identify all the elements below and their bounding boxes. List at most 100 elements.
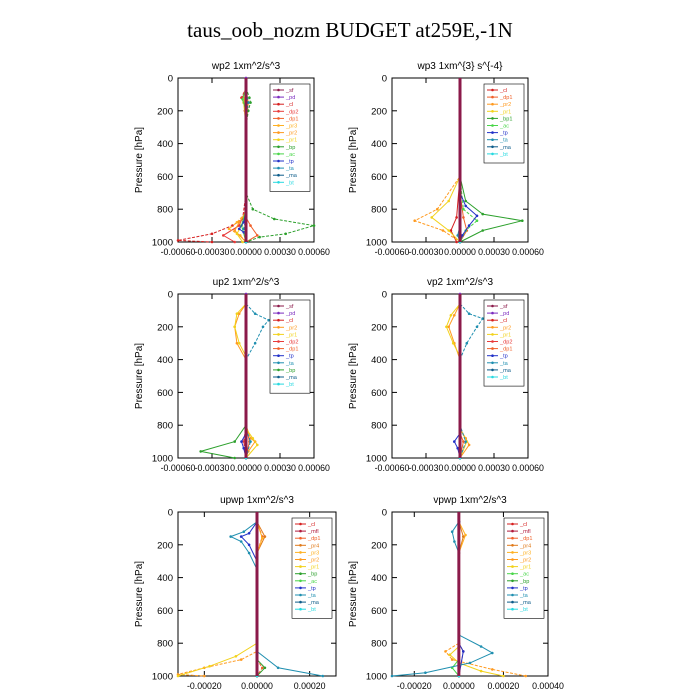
legend-marker bbox=[299, 544, 302, 547]
series-point-pr2 bbox=[491, 668, 494, 671]
legend-box bbox=[503, 517, 545, 619]
series-point-ta bbox=[249, 440, 252, 443]
series-point-pr3 bbox=[227, 227, 231, 231]
series-point-cl bbox=[455, 216, 458, 219]
series-point-tp bbox=[453, 440, 456, 443]
legend-marker bbox=[491, 124, 494, 127]
legend-entry: _cl bbox=[285, 102, 293, 108]
legend-marker bbox=[491, 333, 494, 336]
series-point-pr1 bbox=[235, 232, 239, 236]
chart-title: up2 1xm^2/s^3 bbox=[213, 277, 280, 288]
series-point-pr2 bbox=[203, 674, 206, 678]
legend: _cl_mfl_dp1_pr4_pr3_pr2_pr1_ac_bp_tp_ta_… bbox=[503, 517, 545, 619]
x-tick-label: -0.00030 bbox=[409, 463, 444, 473]
chart-panel-2: wp3 1xm^{3} s^{-4} 0 200 400 600 800 1000 Press… bbox=[348, 61, 544, 257]
series-point-bp bbox=[521, 219, 524, 222]
legend-entry: _ta bbox=[519, 593, 529, 599]
legend-marker bbox=[511, 572, 514, 575]
series-point-bp bbox=[273, 217, 276, 221]
legend-marker bbox=[491, 311, 494, 315]
series-point-dp1 bbox=[462, 440, 465, 443]
series-point-cl bbox=[210, 240, 214, 244]
legend-marker bbox=[299, 529, 302, 533]
series-line-ta bbox=[391, 521, 494, 677]
x-tick-label: 0.00060 bbox=[298, 247, 330, 257]
legend-entry: _tp bbox=[519, 586, 528, 592]
legend-marker bbox=[299, 558, 302, 561]
y-tick-label: 800 bbox=[371, 421, 387, 432]
legend-marker bbox=[511, 551, 514, 554]
series-point-pr2 bbox=[237, 312, 241, 316]
legend-marker bbox=[277, 173, 280, 177]
legend-marker bbox=[277, 361, 280, 365]
legend-entry: _sf bbox=[499, 304, 508, 310]
y-tick-label: 200 bbox=[371, 540, 387, 551]
legend-marker bbox=[299, 522, 302, 526]
series-point-bp bbox=[258, 235, 261, 239]
y-tick-label: 600 bbox=[371, 606, 387, 617]
legend-marker bbox=[491, 375, 494, 379]
series-point-pr2 bbox=[467, 443, 471, 447]
legend-marker bbox=[491, 138, 494, 141]
series-point-ta bbox=[242, 227, 245, 231]
legend-marker bbox=[277, 138, 280, 141]
legend: _cl_dp1_pr2_pr1_bp1 _ac_tp_ta_ma_bt bbox=[483, 83, 525, 164]
legend-entry: _ta bbox=[499, 361, 509, 367]
series-point-pr1 bbox=[237, 341, 241, 345]
legend-entry: _pr2 bbox=[307, 558, 319, 564]
legend-marker bbox=[299, 579, 302, 583]
legend-marker bbox=[511, 586, 514, 590]
legend-marker bbox=[511, 558, 514, 561]
x-tick-label: 0.00030 bbox=[264, 463, 296, 473]
series-point-pr1 bbox=[447, 199, 451, 203]
series-point-bp bbox=[284, 232, 288, 236]
series-point-ac bbox=[241, 98, 244, 101]
legend-marker bbox=[277, 354, 280, 358]
series-point-ta bbox=[321, 674, 325, 678]
legend-entry: _cl bbox=[499, 318, 507, 324]
series-point-pr3 bbox=[235, 221, 239, 224]
legend-entry: _ma bbox=[519, 600, 532, 606]
y-tick-label: 800 bbox=[157, 421, 173, 432]
x-tick-label: 0.00000 bbox=[230, 463, 262, 473]
series-point-bp bbox=[312, 224, 316, 227]
legend-entry: _pr2 bbox=[499, 102, 511, 108]
series-point-bp bbox=[464, 199, 468, 203]
series-point-tp bbox=[461, 234, 464, 237]
x-tick-label: 0.00000 bbox=[443, 681, 475, 691]
y-tick-label: 400 bbox=[157, 139, 173, 150]
chart-panel-3: up2 1xm^2/s^3 0 200 400 600 800 1000 Pressure [… bbox=[134, 277, 330, 473]
series-point-ta bbox=[239, 540, 243, 543]
series-point-ta bbox=[456, 234, 460, 237]
x-tick-label: 0.00020 bbox=[294, 681, 326, 691]
legend-entry: _tp bbox=[499, 354, 508, 360]
legend-entry: _pr1 bbox=[519, 565, 531, 571]
x-tick-label: 0.00060 bbox=[512, 247, 544, 257]
y-tick-label: 0 bbox=[382, 290, 387, 301]
y-tick-label: 800 bbox=[371, 639, 387, 650]
series-point-bp bbox=[233, 456, 236, 460]
series-point-dp2 bbox=[222, 234, 225, 237]
legend-marker bbox=[299, 551, 302, 554]
legend-marker bbox=[277, 102, 280, 106]
y-tick-label: 1000 bbox=[152, 238, 173, 249]
legend-marker bbox=[491, 110, 494, 113]
series-point-pr4 bbox=[462, 535, 465, 538]
series-point-tp bbox=[237, 227, 241, 231]
series-point-pr2 bbox=[450, 658, 454, 661]
series-point-pr4 bbox=[263, 535, 267, 538]
legend-box bbox=[291, 517, 333, 619]
legend-marker bbox=[277, 333, 280, 336]
legend-marker bbox=[277, 95, 280, 99]
series-point-tp bbox=[464, 204, 468, 208]
series-point-bp bbox=[248, 96, 251, 99]
legend-entry: _tp bbox=[499, 131, 508, 137]
series-point-bp bbox=[249, 101, 252, 104]
legend-marker bbox=[511, 565, 514, 568]
legend-marker bbox=[491, 131, 494, 134]
legend-entry: _ma bbox=[285, 375, 298, 381]
series-point-pr1 bbox=[479, 669, 483, 673]
x-tick-label: 0.00030 bbox=[478, 247, 510, 257]
legend-entry: _ta bbox=[285, 166, 295, 172]
series-point-pr1 bbox=[234, 655, 238, 658]
